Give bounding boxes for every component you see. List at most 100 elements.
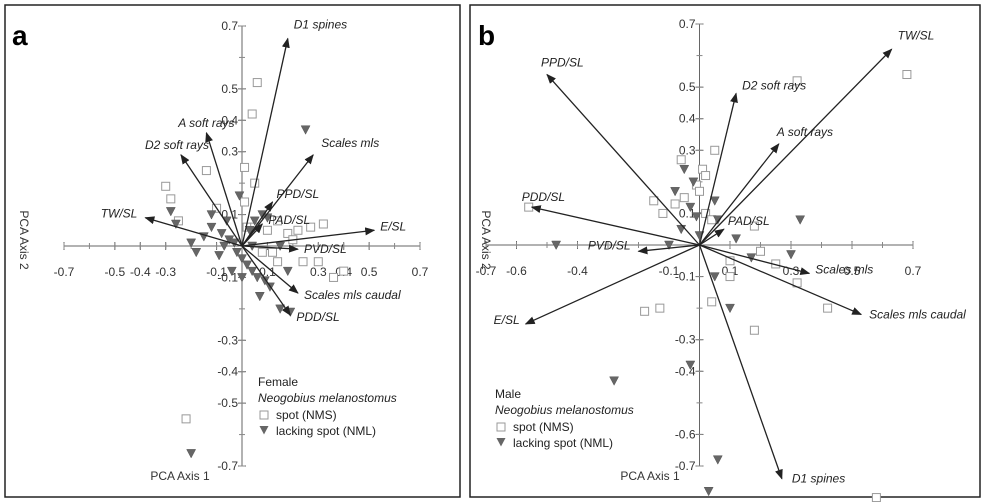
- point-lacking-spot-nml: [709, 272, 720, 282]
- loading-vector: [241, 245, 299, 294]
- panel-letter: b: [478, 20, 495, 51]
- point-lacking-spot-nml: [234, 191, 245, 201]
- x-tick-label: 0.7: [412, 265, 429, 279]
- point-lacking-spot-nml: [165, 207, 176, 217]
- point-lacking-spot-nml: [259, 276, 270, 286]
- vector-label: PPD/SL: [541, 56, 584, 70]
- loading-vector: [699, 48, 893, 246]
- point-spot-nms: [710, 145, 720, 155]
- legend-title: Female: [258, 375, 298, 389]
- point-lacking-spot-nml: [679, 164, 690, 175]
- y-tick-label: 0.4: [679, 112, 696, 126]
- vector-label: Scales mls: [815, 262, 873, 276]
- x-tick-label: 0.5: [844, 264, 861, 278]
- vector-label: E/SL: [380, 219, 406, 233]
- point-lacking-spot-nml: [219, 241, 230, 252]
- x-tick-label: -0.5: [105, 265, 126, 279]
- x-axis-title: PCA Axis 1: [620, 469, 680, 483]
- point-spot-nms: [298, 257, 308, 267]
- point-spot-nms: [670, 199, 680, 209]
- x-axis-title: PCA Axis 1: [150, 469, 210, 483]
- loading-vector: [205, 131, 243, 247]
- vector-label: Scales mls caudal: [304, 288, 401, 302]
- y-tick-label: 0.7: [221, 19, 238, 33]
- point-lacking-spot-nml: [609, 376, 620, 386]
- point-spot-nms: [524, 202, 534, 212]
- point-spot-nms: [749, 221, 759, 231]
- loading-vector: [144, 216, 243, 247]
- y-tick-label: -0.5: [217, 396, 238, 410]
- point-spot-nms: [725, 272, 735, 282]
- y-tick-label: -0.4: [217, 365, 238, 379]
- point-spot-nms: [201, 166, 211, 176]
- vector-label: A soft rays: [177, 116, 234, 130]
- point-lacking-spot-nml: [282, 266, 293, 277]
- y-tick-label: -0.7: [217, 459, 238, 473]
- vector-label: D1 spines: [294, 18, 347, 32]
- point-spot-nms: [252, 78, 262, 88]
- y-tick-label: -0.1: [217, 270, 238, 284]
- point-spot-nms: [313, 257, 323, 267]
- point-spot-nms: [268, 247, 278, 257]
- point-spot-nms: [902, 70, 912, 80]
- point-lacking-spot-nml: [247, 266, 258, 277]
- point-lacking-spot-nml: [786, 250, 796, 260]
- point-lacking-spot-nml: [712, 455, 723, 465]
- point-spot-nms: [293, 225, 303, 235]
- point-spot-nms: [655, 303, 665, 313]
- vector-label: TW/SL: [898, 28, 935, 42]
- point-spot-nms: [658, 208, 668, 218]
- point-lacking-spot-nml: [249, 216, 260, 226]
- point-lacking-spot-nml: [703, 487, 714, 497]
- x-tick-label: 0.3: [310, 265, 327, 279]
- point-spot-nms: [306, 222, 316, 232]
- point-lacking-spot-nml: [237, 254, 247, 264]
- point-lacking-spot-nml: [186, 238, 197, 248]
- loading-vector: [241, 223, 264, 247]
- x-tick-label: 0.5: [361, 265, 378, 279]
- point-spot-nms: [262, 225, 272, 235]
- panel-a: -0.7-0.5-0.4-0.3-0.10.10.30.40.50.70.70.…: [4, 4, 461, 498]
- x-tick-label: -0.3: [155, 265, 176, 279]
- point-lacking-spot-nml: [206, 222, 217, 233]
- y-tick-label: 0.1: [679, 206, 696, 220]
- point-lacking-spot-nml: [685, 202, 696, 213]
- legend-title: Male: [495, 387, 521, 401]
- loading-vector: [180, 154, 243, 247]
- vector-label: D2 soft rays: [742, 78, 806, 92]
- point-spot-nms: [318, 219, 328, 229]
- point-spot-nms: [649, 196, 659, 206]
- point-lacking-spot-nml: [709, 196, 720, 206]
- point-lacking-spot-nml: [300, 125, 311, 135]
- vector-label: PAD/SL: [268, 213, 310, 227]
- point-lacking-spot-nml: [191, 248, 202, 258]
- point-lacking-spot-nml: [252, 273, 263, 283]
- loading-vector: [699, 244, 811, 276]
- vector-label: TW/SL: [101, 207, 138, 221]
- point-lacking-spot-nml: [231, 248, 242, 258]
- loading-vector: [241, 37, 290, 247]
- point-spot-nms: [240, 162, 250, 172]
- loading-vector: [699, 244, 863, 316]
- loading-vector: [546, 73, 700, 246]
- y-axis-title: PCA Axis 2: [479, 210, 493, 270]
- y-tick-label: 0.3: [679, 143, 696, 157]
- x-tick-label: -0.4: [130, 265, 151, 279]
- point-lacking-spot-nml: [725, 303, 735, 314]
- point-spot-nms: [257, 247, 267, 257]
- point-spot-nms: [166, 194, 176, 204]
- loading-vector: [698, 92, 738, 246]
- legend-subtitle: Neogobius melanostomus: [258, 391, 397, 405]
- point-spot-nms: [756, 246, 765, 256]
- point-lacking-spot-nml: [664, 240, 674, 251]
- y-axis-title: PCA Axis 2: [17, 210, 31, 270]
- point-spot-nms: [823, 303, 833, 313]
- point-spot-nms: [273, 216, 283, 226]
- vector-label: PVD/SL: [304, 242, 347, 256]
- point-lacking-spot-nml: [214, 251, 225, 261]
- point-spot-nms: [725, 256, 735, 266]
- x-tick-label: -0.1: [659, 264, 680, 278]
- point-lacking-spot-nml: [685, 360, 696, 371]
- loading-vector: [698, 143, 780, 246]
- point-lacking-spot-nml: [688, 177, 699, 187]
